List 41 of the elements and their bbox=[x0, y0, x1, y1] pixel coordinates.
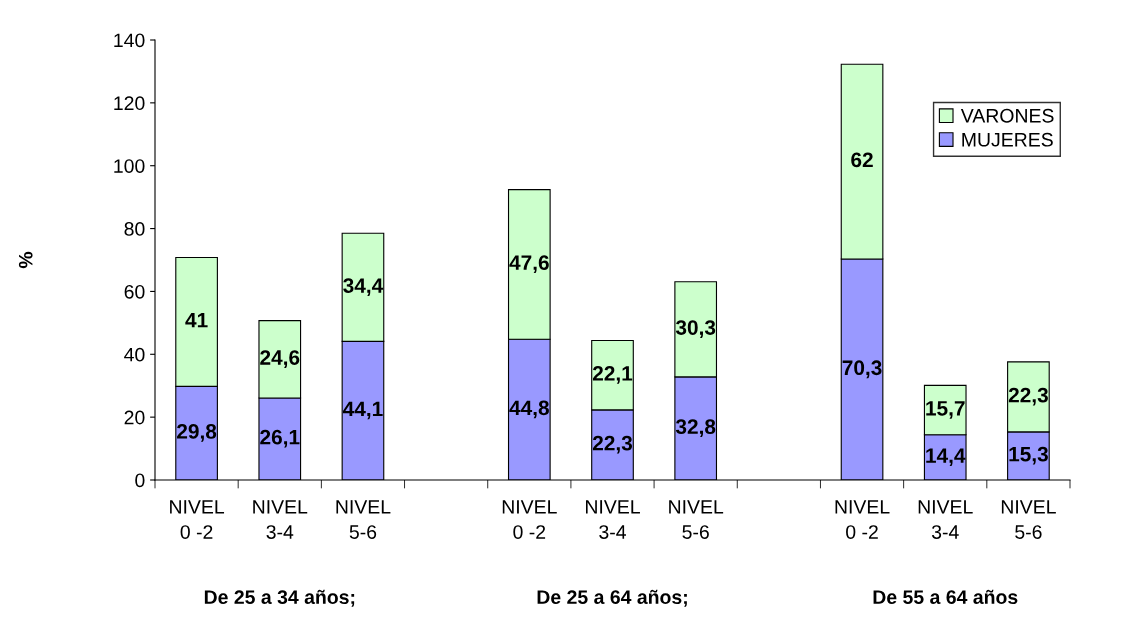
legend-label: MUJERES bbox=[962, 132, 1053, 147]
data-label: 26,1 bbox=[260, 429, 300, 448]
data-label: 22,3 bbox=[592, 435, 633, 454]
x-tick-label: NIVEL 3-4 bbox=[918, 500, 973, 539]
text: De 25 a 34 años; bbox=[204, 589, 355, 607]
y-tick-label: 140 bbox=[114, 33, 145, 48]
data-label: 70,3 bbox=[842, 360, 882, 379]
data-label: 30,3 bbox=[675, 320, 716, 338]
x-tick-label: NIVEL 5-6 bbox=[669, 500, 724, 539]
data-label: 44,8 bbox=[509, 400, 549, 419]
x-tick-label: NIVEL 5-6 bbox=[1001, 500, 1056, 539]
data-label: 32,8 bbox=[675, 419, 716, 438]
data-label: 15,3 bbox=[1009, 446, 1048, 465]
data-label: 14,4 bbox=[926, 448, 966, 466]
data-label: 24,6 bbox=[260, 350, 300, 368]
data-label: 34,4 bbox=[343, 278, 384, 296]
x-tick-label: NIVEL 5-6 bbox=[336, 500, 391, 539]
data-label: 62 bbox=[851, 152, 873, 168]
y-tick-label: 60 bbox=[124, 284, 145, 299]
y-tick-label: 40 bbox=[124, 347, 145, 362]
x-tick-label: NIVEL 0 -2 bbox=[502, 500, 557, 539]
y-tick-label: 80 bbox=[124, 222, 145, 236]
y-axis-title: % bbox=[18, 251, 33, 269]
text: De 25 a 64 años; bbox=[537, 589, 687, 607]
y-tick-label: 0 bbox=[135, 473, 145, 488]
y-tick-label: 20 bbox=[124, 410, 145, 425]
x-tick-label: NIVEL 3-4 bbox=[586, 500, 640, 539]
x-tick-label: NIVEL 0 -2 bbox=[170, 500, 225, 539]
legend-label: VARONES bbox=[960, 108, 1054, 123]
data-label: 47,6 bbox=[509, 255, 549, 274]
x-tick-label: NIVEL 3-4 bbox=[253, 500, 308, 539]
text: De 55 a 64 años bbox=[873, 589, 1018, 605]
data-label: 41 bbox=[185, 312, 208, 328]
y-tick-label: 100 bbox=[114, 159, 145, 173]
data-label: 22,3 bbox=[1008, 387, 1048, 406]
data-label: 29,8 bbox=[177, 424, 217, 442]
data-label: 44,1 bbox=[343, 401, 383, 420]
data-label: 22,1 bbox=[592, 366, 633, 384]
y-tick-label: 120 bbox=[114, 96, 145, 111]
data-label: 15,7 bbox=[926, 401, 965, 419]
x-tick-label: NIVEL 0 -2 bbox=[835, 500, 890, 539]
